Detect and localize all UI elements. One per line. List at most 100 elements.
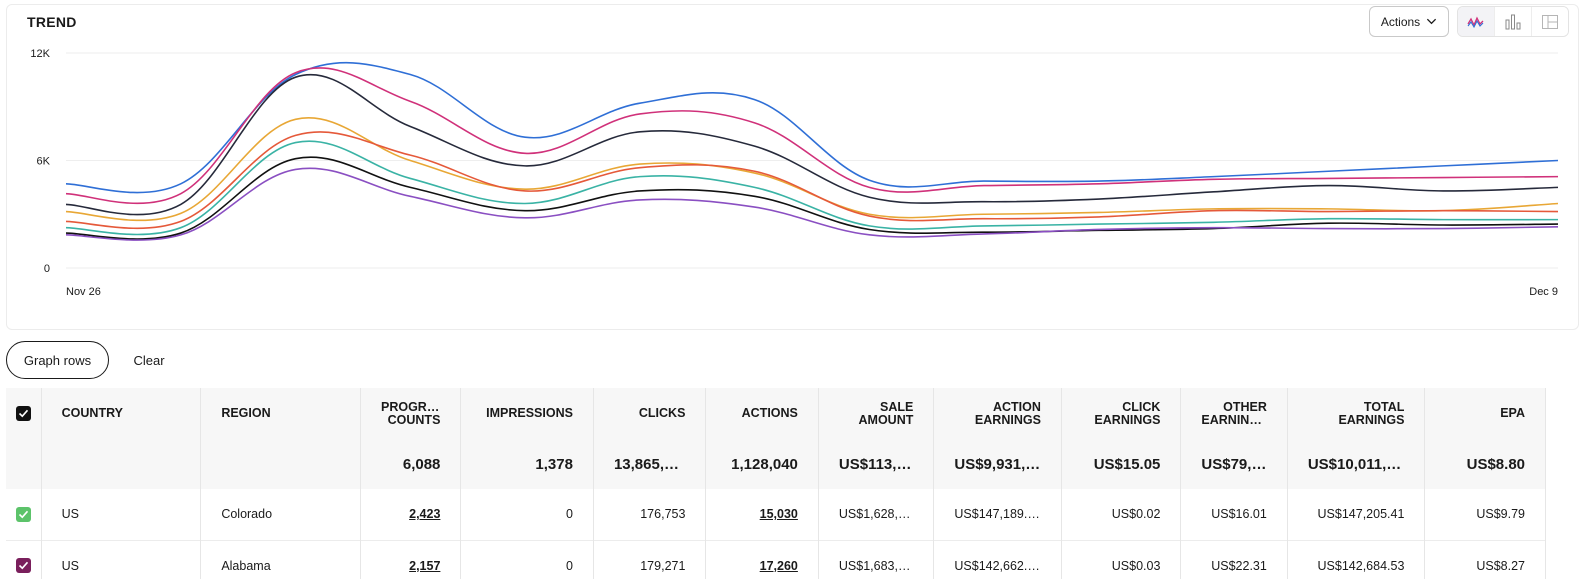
cell-sale-amount: US$1,628,0...	[818, 489, 935, 540]
col-header-actions[interactable]: ACTIONS	[705, 388, 819, 439]
total-action-earnings: US$9,931,731	[933, 439, 1062, 489]
x-tick-label-start: Nov 26	[66, 286, 101, 298]
cell-impressions: 0	[460, 540, 594, 579]
header-line: TOTAL	[1363, 399, 1405, 414]
cell-other-earnings: US$22.31	[1180, 540, 1288, 579]
header-line: COUNTS	[387, 412, 441, 427]
cell-clicks: 176,753	[593, 489, 707, 540]
cell-clicks: 179,271	[593, 540, 707, 579]
cell-country: US	[41, 489, 202, 540]
clear-button[interactable]: Clear	[133, 352, 165, 368]
table-row[interactable]: US Alabama 2,157 0 179,271 17,260 US$1,6…	[6, 540, 1546, 579]
trend-title: TREND	[27, 14, 77, 30]
total-impressions: 1,378	[460, 439, 594, 489]
cell-total-earnings: US$147,205.41	[1287, 489, 1426, 540]
bar-chart-icon	[1505, 14, 1521, 29]
trend-line-chart: 12K 6K 0 Nov 26 Dec 9	[30, 48, 1559, 298]
totals-country-cell	[41, 439, 202, 489]
series-line-4	[65, 131, 1559, 230]
header-line: CLICK	[1122, 399, 1161, 414]
line-chart-icon	[1467, 15, 1484, 28]
header-line: AMOUNT	[858, 412, 914, 427]
header-line: ACTION	[992, 399, 1041, 414]
series-line-0	[65, 61, 1559, 194]
results-table: COUNTRY REGION PROGRAM COUNTS IMPRESSIONS…	[6, 388, 1546, 579]
col-header-country[interactable]: COUNTRY	[41, 388, 202, 439]
totals-check-cell	[6, 439, 42, 489]
bar-view-button[interactable]	[1495, 7, 1532, 36]
total-clicks: 13,865,904	[593, 439, 707, 489]
select-all-checkbox[interactable]	[6, 388, 42, 439]
chart-view-toggle	[1457, 6, 1569, 37]
col-header-sale-amount[interactable]: SALE AMOUNT	[818, 388, 935, 439]
chevron-down-icon	[1427, 18, 1437, 25]
cell-region: Colorado	[200, 489, 361, 540]
total-total-earnings: US$10,011,573	[1287, 439, 1426, 489]
total-program-counts: 6,088	[360, 439, 462, 489]
trend-card: TREND Actions	[6, 4, 1579, 330]
col-header-action-earnings[interactable]: ACTION EARNINGS	[933, 388, 1062, 439]
col-header-impressions[interactable]: IMPRESSIONS	[460, 388, 594, 439]
checkbox-checked-icon	[15, 406, 31, 421]
col-header-click-earnings[interactable]: CLICK EARNINGS	[1061, 388, 1182, 439]
total-sale-amount: US$113,627	[818, 439, 935, 489]
checkbox-checked-icon	[15, 506, 31, 522]
col-header-epa[interactable]: EPA	[1424, 388, 1546, 439]
header-line: EARNINGS	[1201, 412, 1268, 427]
col-header-program-counts[interactable]: PROGRAM COUNTS	[360, 388, 462, 439]
header-line: SALE	[880, 399, 914, 414]
y-tick-label: 6K	[37, 156, 51, 168]
row-checkbox[interactable]	[6, 489, 42, 540]
total-other-earnings: US$79,826	[1180, 439, 1288, 489]
header-line: PROGRAM	[380, 399, 447, 414]
header-line: EARNINGS	[1094, 412, 1161, 427]
graph-rows-button[interactable]: Graph rows	[6, 341, 109, 379]
col-header-total-earnings[interactable]: TOTAL EARNINGS	[1287, 388, 1426, 439]
col-header-other-earnings[interactable]: OTHER EARNINGS	[1180, 388, 1288, 439]
series-line-1	[65, 67, 1559, 205]
header-line: OTHER	[1223, 399, 1267, 414]
results-table-container: COUNTRY REGION PROGRAM COUNTS IMPRESSIONS…	[6, 388, 1579, 579]
cell-actions-link[interactable]: 15,030	[705, 489, 819, 540]
cell-program-counts-link[interactable]: 2,423	[360, 489, 462, 540]
col-header-region[interactable]: REGION	[200, 388, 361, 439]
cell-sale-amount: US$1,683,2...	[818, 540, 935, 579]
totals-row: 6,088 1,378 13,865,904 1,128,040 US$113,…	[6, 439, 1546, 489]
x-tick-label-end: Dec 9	[1529, 286, 1558, 298]
cell-action-earnings: US$142,662.19	[933, 540, 1062, 579]
cell-program-counts-link[interactable]: 2,157	[360, 540, 462, 579]
series-line-5	[65, 140, 1559, 236]
series-line-3	[65, 117, 1559, 222]
total-click-earnings: US$15.05	[1061, 439, 1182, 489]
table-grid-icon	[1542, 14, 1558, 29]
cell-click-earnings: US$0.02	[1061, 489, 1182, 540]
cell-epa: US$9.79	[1424, 489, 1546, 540]
cell-country: US	[41, 540, 202, 579]
series-line-6	[65, 156, 1559, 240]
cell-total-earnings: US$142,684.53	[1287, 540, 1426, 579]
cell-impressions: 0	[460, 489, 594, 540]
table-header-row: COUNTRY REGION PROGRAM COUNTS IMPRESSIONS…	[6, 388, 1546, 439]
cell-region: Alabama	[200, 540, 361, 579]
cell-other-earnings: US$16.01	[1180, 489, 1288, 540]
cell-action-earnings: US$147,189.38	[933, 489, 1062, 540]
row-checkbox[interactable]	[6, 540, 42, 579]
actions-dropdown-button[interactable]: Actions	[1369, 6, 1449, 37]
header-line: EARNINGS	[1338, 412, 1405, 427]
totals-region-cell	[200, 439, 361, 489]
actions-label: Actions	[1380, 14, 1421, 29]
y-tick-label: 0	[44, 263, 50, 275]
series-line-2	[65, 73, 1559, 216]
total-actions: 1,128,040	[705, 439, 819, 489]
col-header-clicks[interactable]: CLICKS	[593, 388, 707, 439]
header-line: EARNINGS	[974, 412, 1041, 427]
total-epa: US$8.80	[1424, 439, 1546, 489]
cell-actions-link[interactable]: 17,260	[705, 540, 819, 579]
series-line-7	[65, 167, 1559, 241]
checkbox-checked-icon	[15, 558, 31, 574]
line-view-button[interactable]	[1458, 7, 1495, 36]
cell-epa: US$8.27	[1424, 540, 1546, 579]
table-view-button[interactable]	[1532, 7, 1568, 36]
table-row[interactable]: US Colorado 2,423 0 176,753 15,030 US$1,…	[6, 489, 1546, 540]
y-tick-label: 12K	[30, 48, 50, 60]
